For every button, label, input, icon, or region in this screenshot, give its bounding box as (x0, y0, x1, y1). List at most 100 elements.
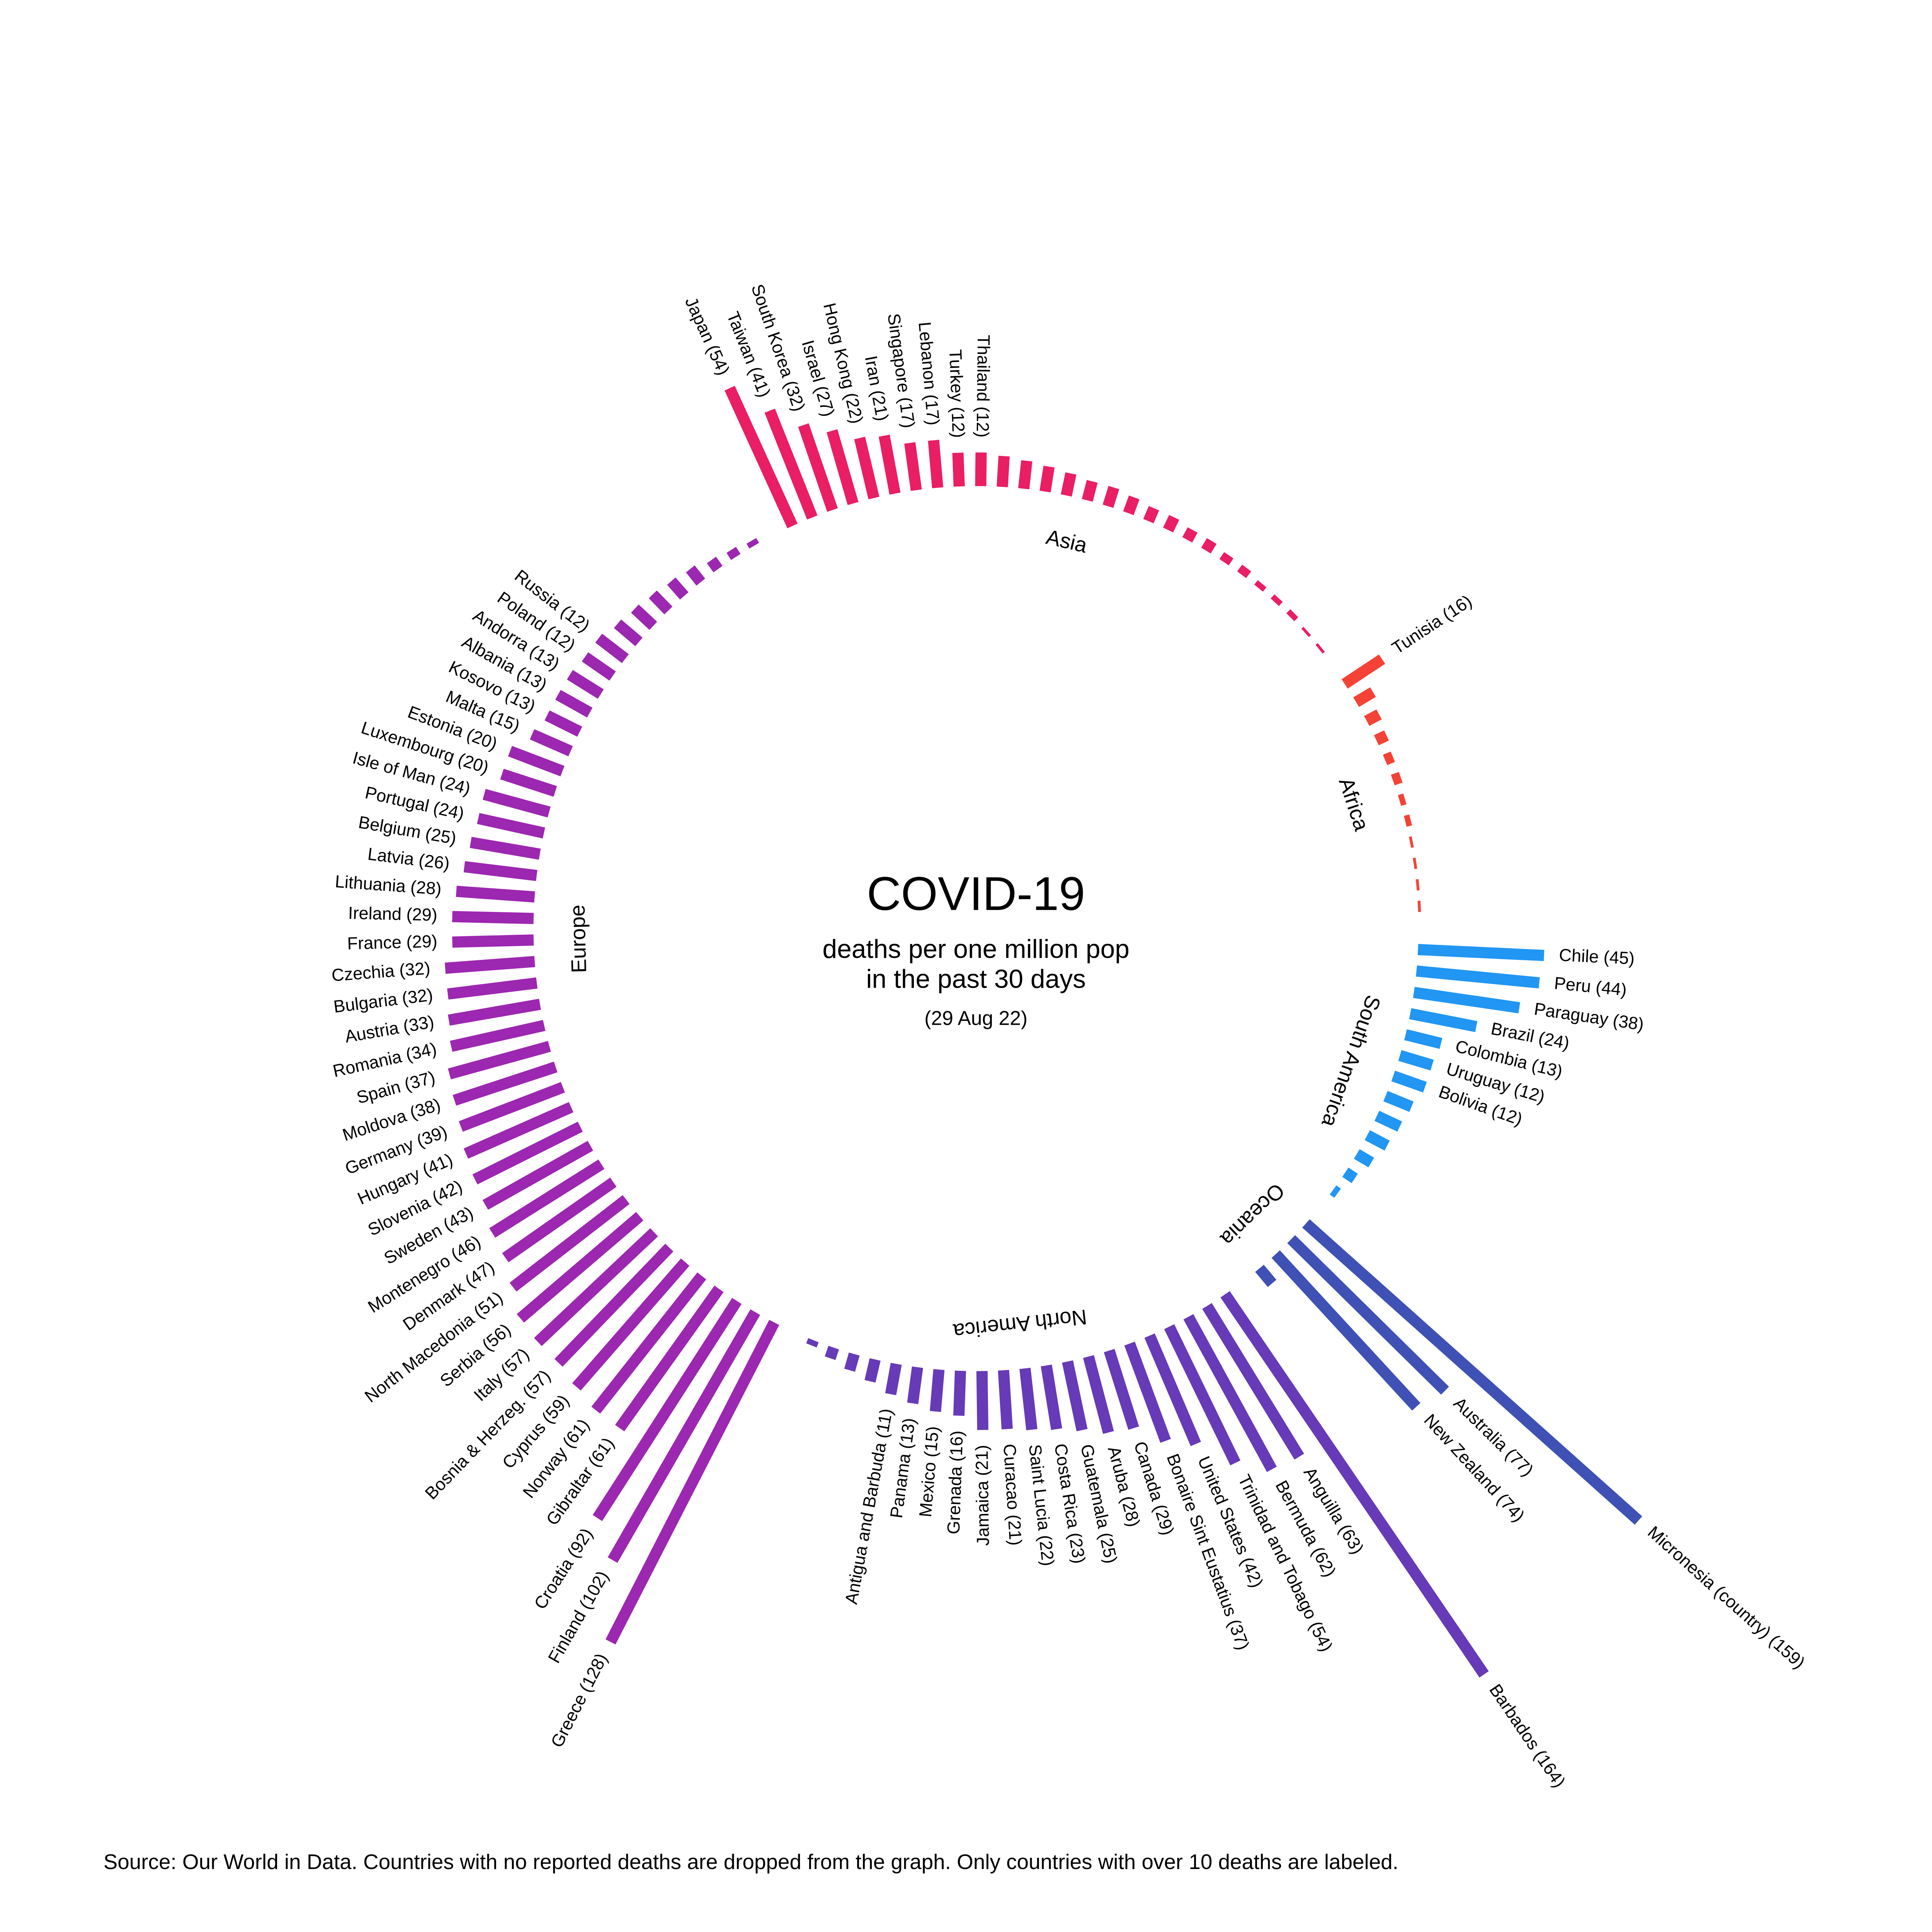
bar (452, 1061, 558, 1106)
bar (1374, 730, 1389, 745)
bar (976, 1371, 988, 1430)
bar (631, 604, 657, 630)
bar (555, 690, 593, 718)
bar (489, 1159, 605, 1238)
bar (928, 440, 944, 488)
bar (907, 1366, 923, 1404)
chart-title: COVID-19 (867, 867, 1085, 920)
bar (1353, 687, 1376, 707)
bar (885, 1363, 902, 1395)
bar (764, 408, 818, 520)
bar (1404, 814, 1412, 827)
bar (534, 1228, 658, 1346)
bar (1315, 643, 1325, 654)
bar-label: Grenada (16) (944, 1430, 967, 1534)
bar (1398, 793, 1407, 806)
bar (953, 1371, 966, 1416)
bar (1301, 627, 1311, 637)
bar-label: Thailand (12) (973, 335, 994, 438)
bar (1163, 515, 1179, 532)
bar (1383, 751, 1395, 765)
bar (1383, 1091, 1414, 1112)
bar (1404, 1029, 1442, 1049)
bar (1220, 1291, 1489, 1678)
bar (1237, 565, 1251, 578)
bar (614, 619, 643, 646)
bar (483, 789, 551, 818)
source-note: Source: Our World in Data. Countries wit… (104, 1850, 1398, 1874)
bar (1255, 1265, 1277, 1287)
bar (649, 590, 673, 615)
bar (854, 437, 879, 500)
bar (904, 442, 922, 491)
bar-label: Chile (45) (1559, 945, 1635, 968)
bar (1183, 1314, 1277, 1472)
bar (508, 746, 565, 777)
bar (1062, 1360, 1088, 1432)
bar (572, 1258, 690, 1391)
bar (1391, 772, 1403, 786)
bar (1287, 1235, 1449, 1395)
bar (1271, 1250, 1421, 1411)
bar (1104, 1349, 1139, 1430)
bar (615, 1286, 724, 1432)
bar (1202, 1303, 1304, 1460)
bar (1413, 857, 1417, 869)
bar-label: Turkey (12) (946, 349, 969, 438)
bar (605, 1320, 779, 1645)
bar (509, 1195, 630, 1292)
bar (1270, 594, 1283, 606)
bar (595, 633, 629, 663)
bar (1018, 460, 1032, 490)
bar (667, 577, 689, 600)
bar (997, 456, 1010, 487)
bar (1219, 552, 1234, 566)
bar (447, 977, 538, 1000)
bar (827, 429, 859, 505)
bar (726, 547, 741, 560)
bar-label: France (29) (347, 931, 438, 953)
bar (1409, 1008, 1478, 1032)
bar (1164, 1324, 1241, 1466)
bar (1342, 1167, 1358, 1183)
bar (1254, 580, 1267, 592)
bar (463, 1102, 573, 1159)
bar (517, 1212, 644, 1323)
bar (1364, 709, 1382, 726)
bar (1123, 495, 1139, 515)
bar (554, 1243, 673, 1367)
bar (544, 710, 582, 737)
bar (1418, 944, 1544, 961)
bar (930, 1369, 945, 1412)
chart-subtitle: deaths per one million pop (823, 935, 1130, 964)
bar (844, 1352, 860, 1372)
bar (1083, 1355, 1114, 1434)
bar (952, 452, 965, 487)
bar (1364, 1130, 1390, 1151)
bar (825, 1345, 839, 1360)
bar (591, 1272, 706, 1414)
bar-label: Jamaica (21) (972, 1445, 993, 1546)
bar (448, 1041, 551, 1080)
bar (500, 769, 557, 797)
bar (1341, 654, 1385, 689)
bar (592, 1298, 742, 1521)
bar (1416, 965, 1540, 989)
group-label: Europe (565, 905, 591, 973)
bar (806, 1338, 819, 1348)
bar-label: Ireland (29) (348, 903, 437, 925)
bar (864, 1358, 881, 1383)
bar (1182, 527, 1198, 543)
bar (448, 998, 541, 1026)
bar (1398, 1050, 1434, 1071)
bar (472, 1121, 583, 1185)
bar (1082, 480, 1098, 502)
bar (607, 1309, 760, 1563)
bar (530, 729, 573, 757)
bar (1374, 1111, 1402, 1132)
bar (502, 1177, 617, 1262)
bar (1286, 609, 1298, 621)
